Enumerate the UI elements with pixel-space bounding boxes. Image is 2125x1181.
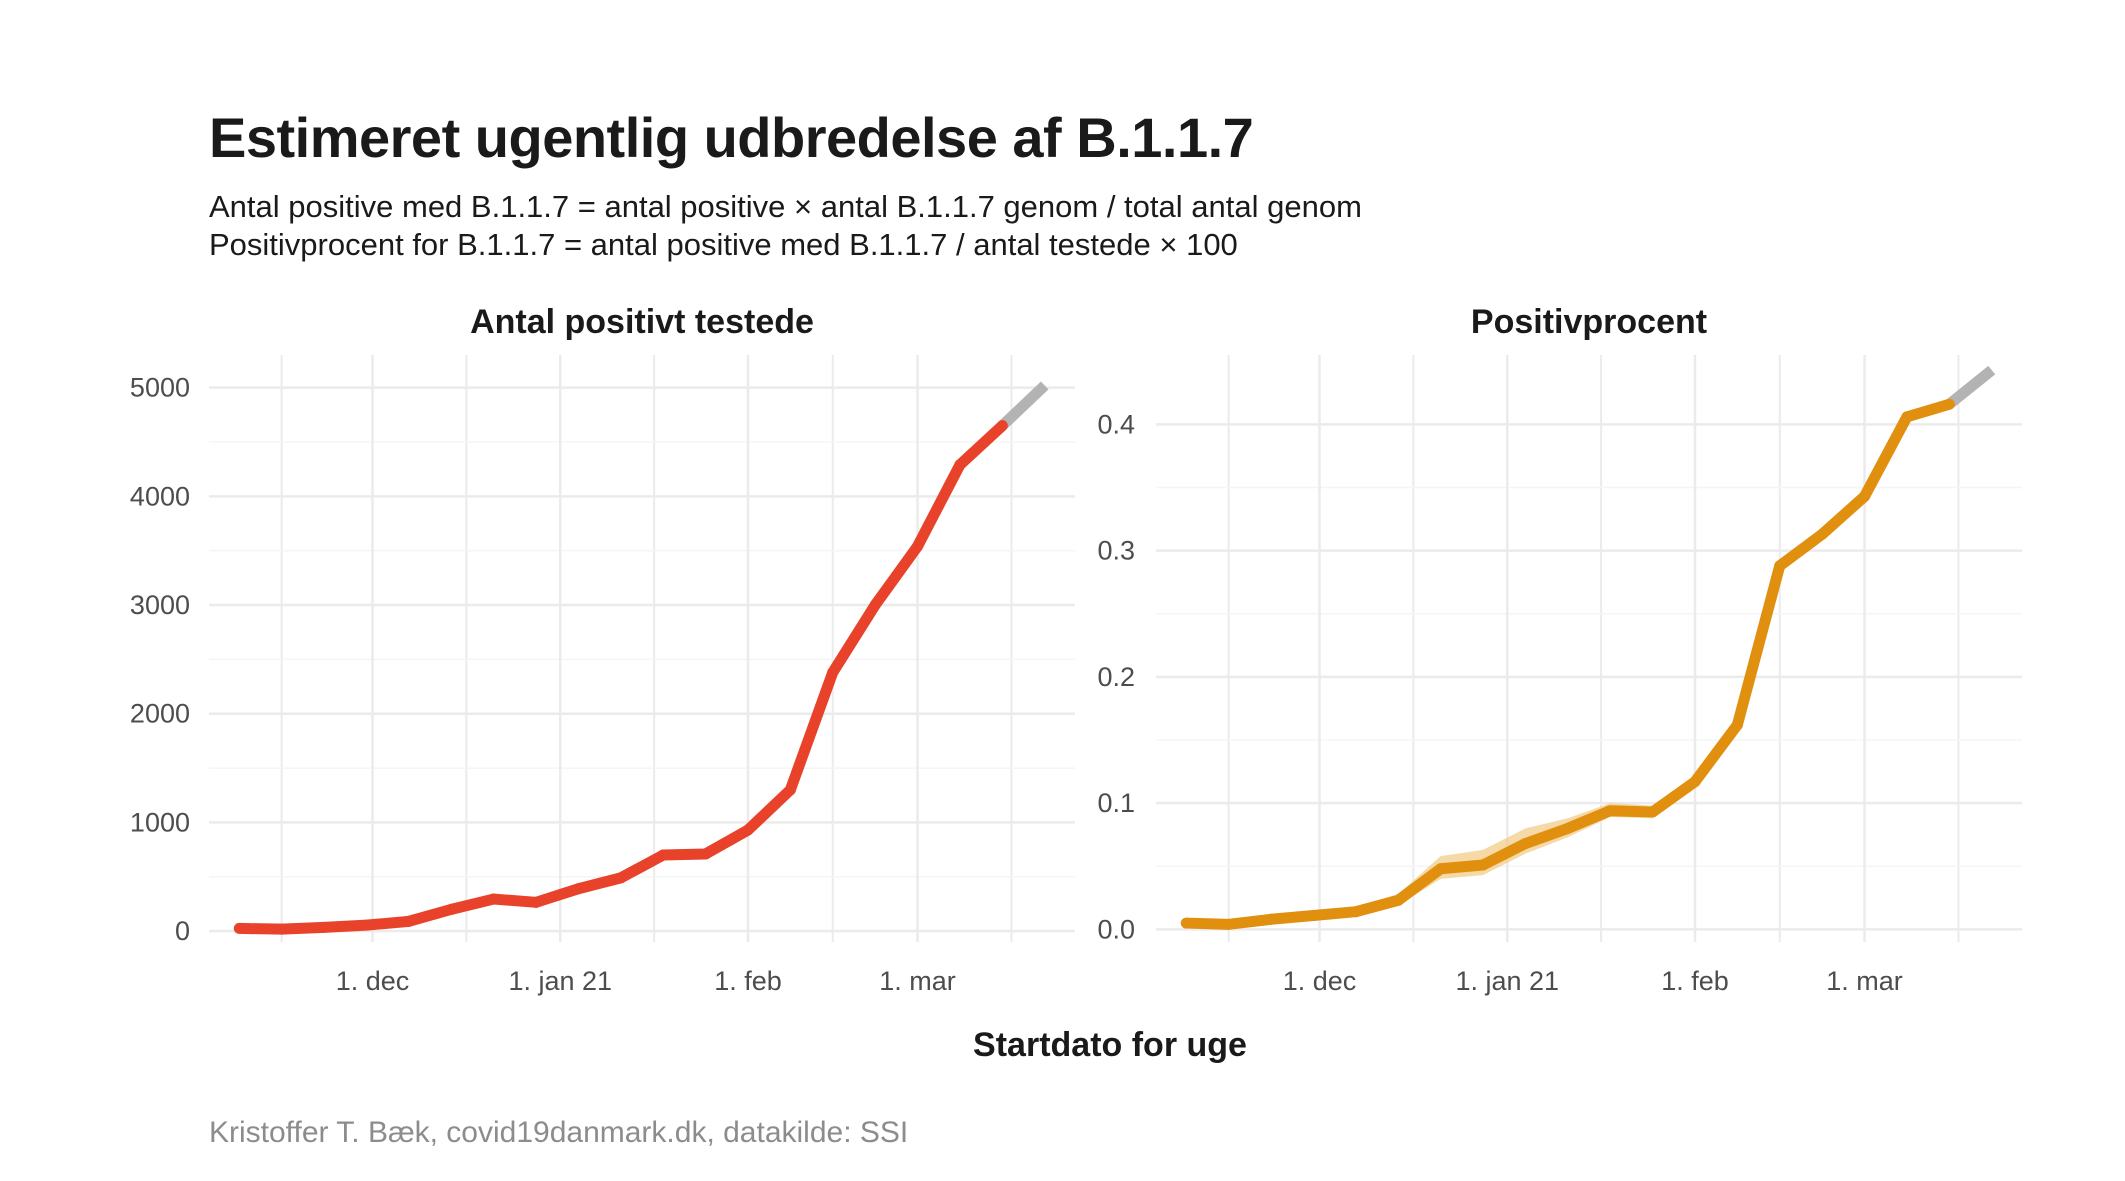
chart-title: Estimeret ugentlig udbredelse af B.1.1.7 — [209, 106, 1254, 169]
pct-data-point — [1689, 776, 1701, 788]
count-x-tick-label: 1. mar — [879, 966, 956, 996]
count-x-tick-label: 1. dec — [336, 966, 410, 996]
count-y-tick-label: 5000 — [130, 373, 190, 403]
pct-data-point — [1392, 894, 1404, 906]
pct-x-tick-label: 1. mar — [1826, 966, 1903, 996]
count-data-point — [996, 420, 1008, 432]
count-y-tick-label: 3000 — [130, 590, 190, 620]
count-data-point — [657, 849, 669, 861]
pct-data-point — [1519, 838, 1531, 850]
pct-y-tick-label: 0.1 — [1097, 788, 1135, 818]
pct-data-point — [1307, 909, 1319, 921]
pct-confidence-band — [1186, 399, 1950, 927]
count-data-point — [700, 848, 712, 860]
pct-data-point — [1350, 906, 1362, 918]
pct-x-tick-label: 1. dec — [1283, 966, 1357, 996]
pct-y-tick-label: 0.3 — [1097, 536, 1135, 566]
count-data-point — [954, 459, 966, 471]
count-data-point — [233, 922, 245, 934]
count-data-point — [742, 824, 754, 836]
pct-data-point — [1774, 560, 1786, 572]
count-x-tick-label: 1. feb — [714, 966, 782, 996]
count-data-point — [403, 915, 415, 927]
pct-provisional-line — [1945, 365, 1996, 409]
pct-data-point — [1859, 490, 1871, 502]
count-series-line — [239, 421, 1007, 935]
count-data-point — [615, 872, 627, 884]
chart-caption: Kristoffer T. Bæk, covid19danmark.dk, da… — [209, 1116, 909, 1149]
count-y-tick-label: 4000 — [130, 481, 190, 511]
count-provisional-line — [998, 381, 1049, 430]
pct-data-point — [1265, 913, 1277, 925]
chart-subtitle: Antal positive med B.1.1.7 = antal posit… — [209, 188, 1362, 264]
pct-data-point — [1562, 822, 1574, 834]
pct-data-point — [1477, 859, 1489, 871]
count-data-point — [572, 883, 584, 895]
count-y-tick-label: 2000 — [130, 699, 190, 729]
pct-panel-title: Positivprocent — [1471, 303, 1707, 341]
pct-data-point — [1816, 528, 1828, 540]
count-data-point — [318, 921, 330, 933]
count-data-point — [912, 540, 924, 552]
count-confidence-band — [239, 423, 1003, 931]
pct-series-line — [1186, 398, 1951, 930]
count-data-point — [276, 923, 288, 935]
pct-data-point — [1435, 863, 1447, 875]
pct-x-tick-label: 1. feb — [1661, 966, 1729, 996]
pct-x-tick-label: 1. jan 21 — [1455, 966, 1559, 996]
count-data-point — [445, 903, 457, 915]
pct-data-point — [1180, 917, 1192, 929]
pct-data-point — [1943, 398, 1955, 410]
count-data-point — [488, 893, 500, 905]
subtitle-line: Positivprocent for B.1.1.7 = antal posit… — [209, 227, 1238, 262]
count-y-tick-label: 1000 — [130, 807, 190, 837]
count-panel-title: Antal positivt testede — [470, 303, 814, 341]
count-data-point — [869, 599, 881, 611]
count-data-point — [784, 784, 796, 796]
pct-y-tick-label: 0.0 — [1097, 914, 1135, 944]
pct-y-tick-label: 0.4 — [1097, 409, 1135, 439]
pct-data-point — [1647, 806, 1659, 818]
count-y-tick-label: 0 — [175, 916, 190, 946]
x-axis-label: Startdato for uge — [973, 1026, 1247, 1064]
pct-data-point — [1901, 411, 1913, 423]
count-data-point — [360, 919, 372, 931]
pct-data-point — [1731, 719, 1743, 731]
count-data-point — [530, 896, 542, 908]
pct-data-point — [1604, 805, 1616, 817]
count-data-point — [827, 666, 839, 678]
pct-data-point — [1223, 918, 1235, 930]
subtitle-line: Antal positive med B.1.1.7 = antal posit… — [209, 189, 1362, 224]
pct-y-tick-label: 0.2 — [1097, 662, 1135, 692]
count-x-tick-label: 1. jan 21 — [508, 966, 612, 996]
